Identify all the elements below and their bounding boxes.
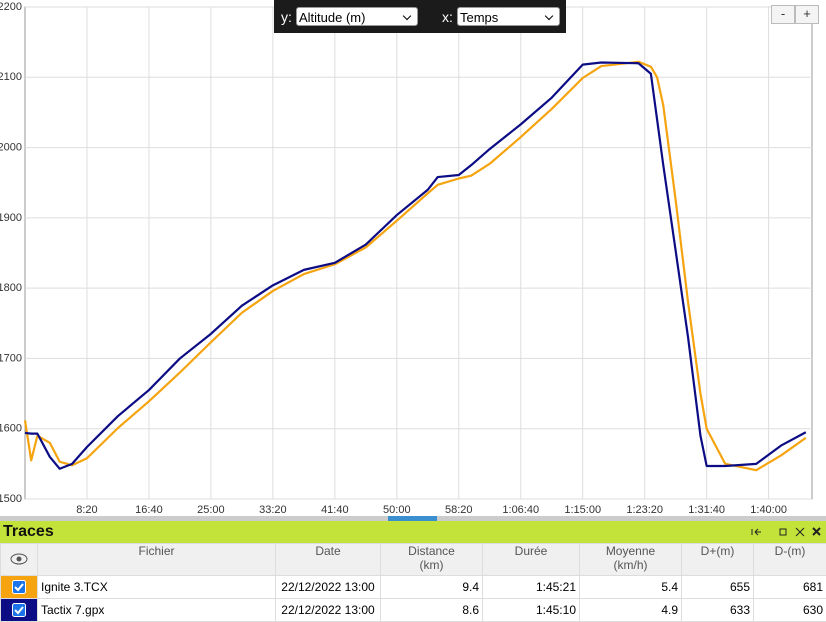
cell: 1:45:21 [482, 575, 580, 599]
zoom-in[interactable]: + [795, 5, 819, 24]
y-tick-label: 2200 [0, 1, 22, 13]
column-header: Date [275, 543, 381, 576]
cell: 22/12/2022 13:00 [275, 598, 381, 622]
column-header: Distance (km) [380, 543, 483, 576]
scroll-thumb[interactable] [388, 516, 437, 521]
cell: 633 [681, 598, 754, 622]
y-tick-label: 2100 [0, 71, 22, 83]
zoom-out[interactable]: - [771, 5, 795, 24]
cell: 1:45:10 [482, 598, 580, 622]
column-unit: (km/h) [613, 558, 648, 572]
trace-row: Ignite 3.TCX 22/12/2022 13:00 9.4 1:45:21 5.… [0, 575, 826, 599]
file-name: Ignite 3.TCX [37, 575, 276, 599]
icon-popout[interactable] [779, 528, 787, 536]
x-tick-label: 1:31:40 [688, 504, 725, 516]
x-tick-label: 1:23:20 [626, 504, 663, 516]
traces-panel: Traces Fichier Date Distance (km) Durée Moyen… [0, 521, 826, 622]
x-tick-label: 25:00 [197, 504, 225, 516]
cell: 681 [753, 575, 826, 599]
column-unit: (km) [419, 558, 444, 572]
visibility-cell [0, 575, 38, 599]
icon-pin[interactable] [751, 528, 761, 536]
line-series [23, 60, 807, 472]
column-header: Moyenne (km/h) [579, 543, 682, 576]
file-name: Tactix 7.gpx [37, 598, 276, 622]
cell: 655 [681, 575, 754, 599]
x-tick-label: 41:40 [321, 504, 349, 516]
x-tick-label: 1:15:00 [564, 504, 601, 516]
x-tick-label: 16:40 [135, 504, 163, 516]
plot-area [24, 6, 813, 500]
x-label: x: [442, 9, 453, 25]
x-tick-label: 1:06:40 [502, 504, 539, 516]
y-tick-label: 2000 [0, 141, 22, 153]
panel-title: Traces [3, 523, 54, 540]
column-header: D+(m) [681, 543, 754, 576]
column-label: Distance [408, 544, 455, 558]
panel-icons [751, 527, 821, 537]
x-tick-label: 33:20 [259, 504, 287, 516]
x-tick-label: 58:20 [445, 504, 473, 516]
column-header: D-(m) [753, 543, 826, 576]
chart: 1500 1600 1700 1800 1900 2000 2100 2200 8:20 16:4… [0, 1, 826, 521]
y-tick-label: 1500 [0, 493, 22, 505]
column-header: Durée [482, 543, 580, 576]
visibility-header [0, 543, 38, 576]
panel-header: Traces [0, 521, 826, 543]
column-header: Fichier [37, 543, 276, 576]
column-label: D+(m) [700, 544, 735, 558]
trace-row: Tactix 7.gpx 22/12/2022 13:00 8.6 1:45:10 4.… [0, 598, 826, 622]
y-label: y: [281, 9, 292, 25]
axis-controls: y: Altitude (m) x: Temps [274, 0, 566, 33]
column-label: Date [315, 544, 341, 558]
cell: 9.4 [380, 575, 483, 599]
cell: 630 [753, 598, 826, 622]
cell: 5.4 [579, 575, 682, 599]
y-select[interactable]: Altitude (m) [296, 7, 418, 26]
cell: 22/12/2022 13:00 [275, 575, 381, 599]
column-label: Fichier [138, 544, 175, 558]
y-tick-label: 1700 [0, 352, 22, 364]
y-tick-label: 1800 [0, 282, 22, 294]
traces-table: Fichier Date Distance (km) Durée Moyenne (km/h… [0, 543, 826, 622]
column-label: Moyenne [605, 544, 656, 558]
cell: 8.6 [380, 598, 483, 622]
line-series [24, 61, 807, 470]
y-tick-label: 1600 [0, 423, 22, 435]
y-tick-label: 1900 [0, 212, 22, 224]
x-select[interactable]: Temps [457, 7, 560, 26]
icon-expand[interactable] [795, 527, 805, 537]
checkbox[interactable] [12, 603, 26, 618]
column-label: Durée [514, 544, 548, 558]
icon-close[interactable] [812, 527, 821, 536]
x-tick-label: 50:00 [383, 504, 411, 516]
x-tick-label: 8:20 [76, 504, 97, 516]
x-tick-label: 1:40:00 [750, 504, 787, 516]
cell: 4.9 [579, 598, 682, 622]
visibility-cell [0, 598, 38, 622]
column-label: D-(m) [774, 544, 806, 558]
checkbox[interactable] [12, 580, 26, 595]
zoom: - + [771, 5, 819, 24]
